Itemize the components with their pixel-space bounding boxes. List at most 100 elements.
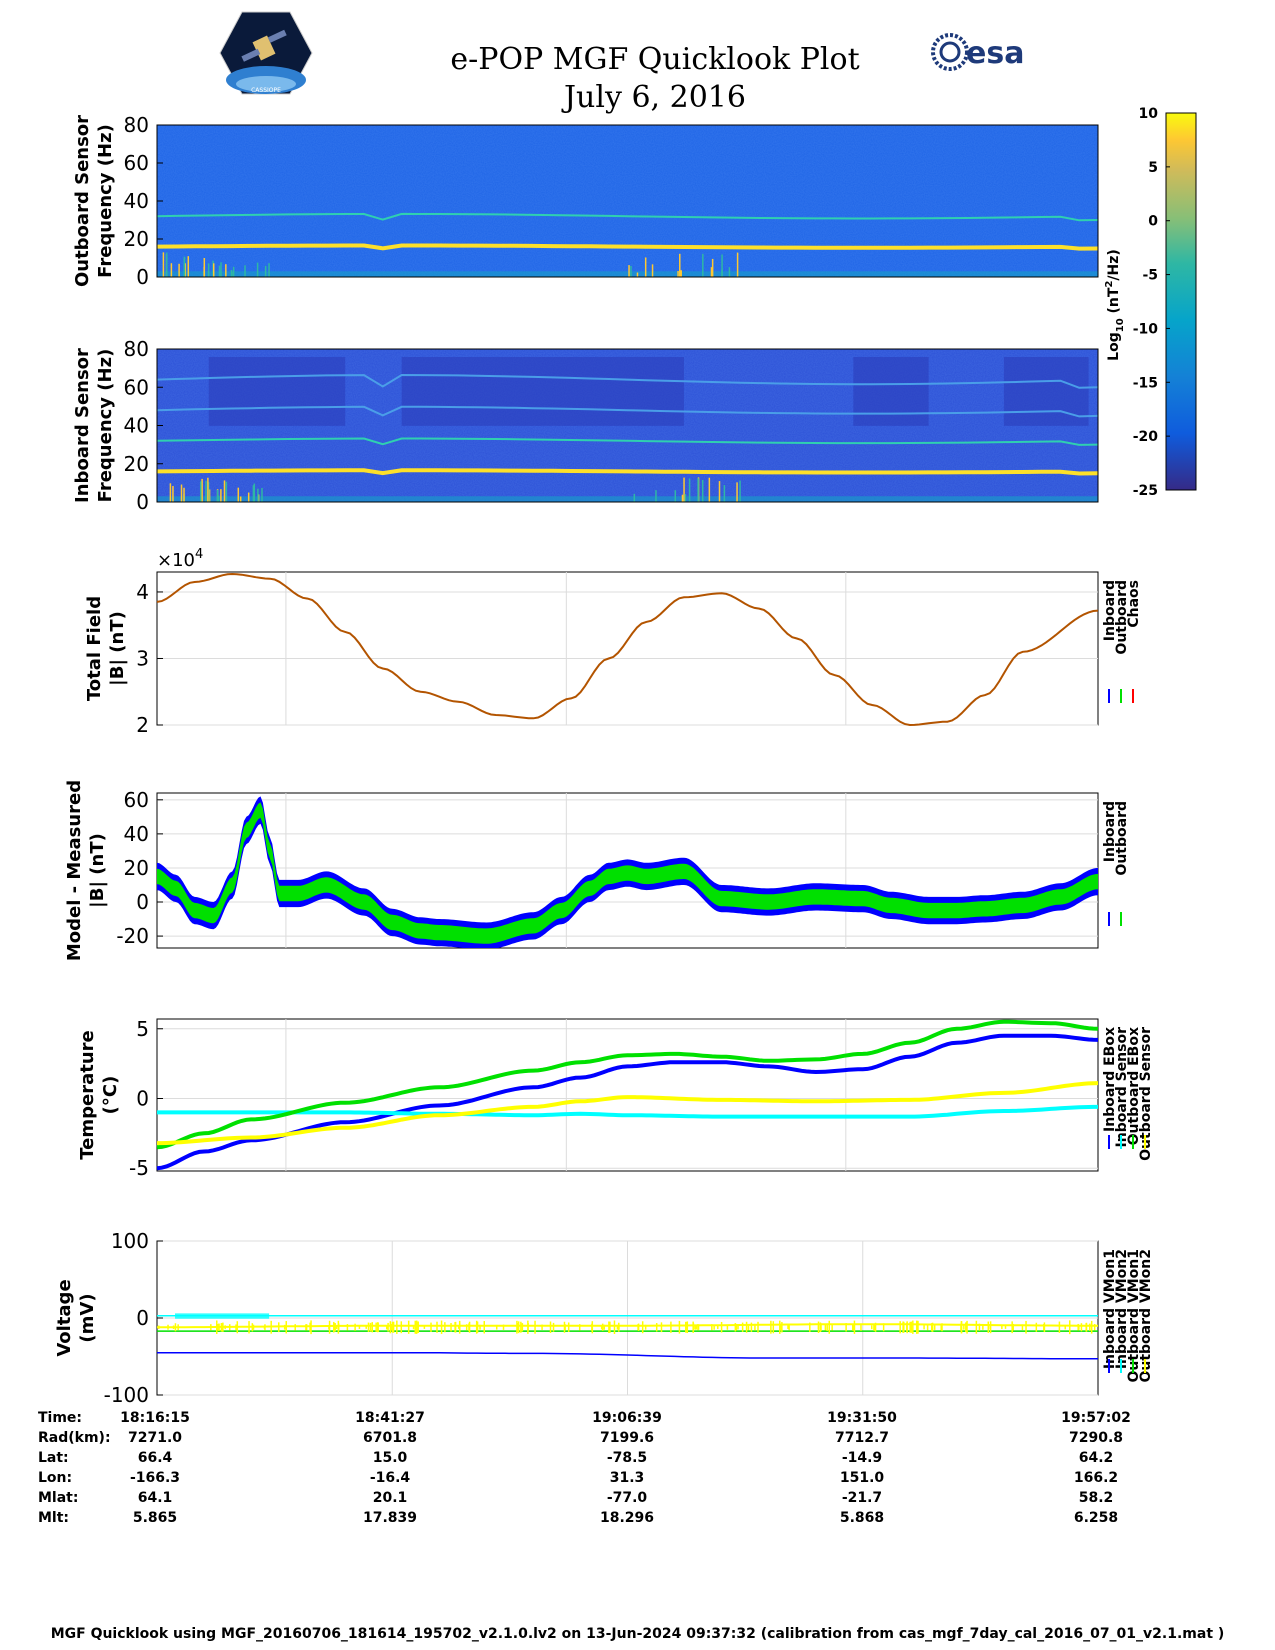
ephemeris-cell: 31.3: [609, 1470, 645, 1486]
ephemeris-cell: 19:31:50: [827, 1410, 897, 1426]
inboard-spectrogram-burst: [207, 477, 209, 502]
temperature-legend-label: Outboard Sensor: [1138, 1027, 1154, 1161]
outboard-spectrogram-burst: [230, 270, 233, 277]
temperature-series-3: [157, 1081, 1099, 1146]
temperature-series-2: [156, 1019, 1099, 1150]
model-measured-legend-label: Outboard: [1114, 801, 1130, 876]
outboard-spectrogram-burst: [162, 252, 165, 277]
inboard-spectrogram-burst: [736, 482, 738, 502]
colorbar-gradient: [1165, 112, 1197, 491]
outboard-spectrogram-burst: [207, 263, 210, 277]
ephemeris-cell: -78.5: [606, 1450, 648, 1466]
ephemeris-row-label: Lon:: [38, 1470, 73, 1486]
model-measured-legend-label: Inboard: [1102, 801, 1118, 862]
voltage-ytick-label: -100: [104, 1383, 149, 1407]
outboard-spectrogram-ytick-label: 60: [124, 151, 149, 175]
inboard-spectrogram-burst: [674, 490, 677, 502]
model-measured-outboard-band: [157, 802, 1098, 944]
total-field-ylabel-line1: Total Field: [84, 596, 105, 701]
outboard-spectrogram-burst: [183, 256, 186, 277]
temperature-legend-label: Inboard Sensor: [1114, 1027, 1130, 1148]
ephemeris-cell: 20.1: [372, 1490, 408, 1506]
inboard-spectrogram-dark-band: [853, 357, 929, 426]
model-measured-panel: 60 40 20 0 -20 Model - Measured |B| (nT) Inboar…: [64, 780, 1130, 961]
total-field-frame: [156, 571, 1099, 726]
colorbar-tick-label: -10: [1133, 321, 1159, 337]
ephemeris-cell: 5.868: [839, 1510, 885, 1526]
ephemeris-cell: 151.0: [839, 1470, 885, 1486]
inboard-spectrogram-burst: [708, 477, 711, 502]
model-measured-ytick-label: -20: [116, 924, 149, 948]
inboard-spectrogram-burst: [225, 481, 228, 502]
page-title: e-POP MGF Quicklook Plot: [450, 42, 860, 77]
outboard-spectrogram-burst: [268, 263, 270, 277]
outboard-spectrogram-burst: [677, 271, 679, 277]
outboard-spectrogram-burst: [651, 264, 654, 277]
outboard-spectrogram-ytick-label: 20: [124, 227, 149, 251]
ephemeris-cell: 6.258: [1073, 1510, 1119, 1526]
ephemeris-cell: 17.839: [362, 1510, 418, 1526]
outboard-spectrogram-burst: [225, 264, 227, 277]
inboard-spectrogram-ytick-label: 20: [124, 452, 149, 476]
outboard-spectrogram-burst: [184, 263, 187, 277]
ephemeris-row-label: Lat:: [38, 1450, 69, 1466]
colorbar-tick-label: 0: [1148, 214, 1158, 230]
cassiope-logo-text: CASSIOPE: [251, 87, 281, 94]
ephemeris-cell: 7271.0: [127, 1430, 183, 1446]
colorbar-tick-label: -20: [1133, 429, 1159, 445]
colorbar-label-mid: (nT: [1106, 287, 1122, 318]
inboard-spectrogram-burst: [723, 485, 726, 502]
outboard-spectrogram-burst: [187, 256, 190, 277]
inboard-spectrogram-ytick-label: 0: [136, 490, 149, 514]
inboard-spectrogram-ylabel-line2: Frequency (Hz): [95, 349, 116, 503]
total-field-panel: 4 3 2 Total Field |B| (nT) ×104 InboardOutboar…: [84, 547, 1142, 737]
inboard-spectrogram-burst: [201, 478, 203, 502]
inboard-spectrogram-burst: [697, 478, 699, 502]
temperature-ytick-label: 0: [136, 1086, 149, 1110]
total-field-ytick-label: 2: [136, 713, 149, 737]
model-measured-ylabel-line1: Model - Measured: [64, 780, 85, 961]
inboard-spectrogram-burst: [205, 480, 207, 502]
inboard-spectrogram-burst: [183, 487, 185, 502]
ephemeris-row-label: Mlt:: [38, 1510, 70, 1526]
outboard-spectrogram-burst: [680, 270, 682, 277]
ephemeris-cell: -21.7: [841, 1490, 883, 1506]
inboard-spectrogram-ylabel: Inboard Sensor Frequency (Hz): [72, 348, 116, 503]
temperature-legend-label: Outboard EBox: [1126, 1027, 1142, 1145]
outboard-spectrogram-burst: [218, 265, 221, 277]
voltage-series-0: [157, 1351, 1098, 1360]
ephemeris-cell: -14.9: [841, 1450, 883, 1466]
voltage-legend-label: Outboard VMon2: [1138, 1249, 1154, 1383]
outboard-spectrogram-burst: [170, 263, 173, 277]
outboard-spectrogram-panel: 80 60 40 20 0 Outboard Sensor Frequency (Hz): [72, 113, 1099, 289]
inboard-spectrogram-burst: [253, 483, 256, 502]
inboard-spectrogram-burst: [252, 485, 255, 502]
inboard-spectrogram-burst: [216, 490, 219, 502]
colorbar-tick-label: 10: [1139, 106, 1159, 122]
model-measured-ytick-label: 40: [124, 822, 149, 846]
inboard-spectrogram-burst: [169, 483, 172, 502]
colorbar-label-post: /Hz): [1106, 249, 1122, 280]
temperature-ytick-label: -5: [129, 1156, 149, 1180]
footer-caption: MGF Quicklook using MGF_20160706_181614_…: [50, 1626, 1225, 1642]
outboard-spectrogram-burst: [736, 252, 739, 277]
inboard-spectrogram-burst: [217, 495, 220, 502]
temperature-ylabel-line2: (°C): [100, 1076, 121, 1115]
outboard-spectrogram-burst: [702, 253, 704, 277]
outboard-spectrogram-burst: [679, 253, 681, 277]
ephemeris-cell: -77.0: [606, 1490, 648, 1506]
outboard-spectrogram-ytick-label: 80: [124, 113, 149, 137]
inboard-spectrogram-panel: 80 60 40 20 0 Inboard Sensor Frequency (Hz): [72, 337, 1099, 514]
temperature-series-1: [157, 1104, 1098, 1119]
voltage-legend-label: Outboard VMon1: [1126, 1249, 1142, 1383]
outboard-spectrogram-noise: [157, 125, 1098, 277]
inboard-spectrogram-burst: [239, 496, 242, 502]
outboard-spectrogram-burst: [710, 267, 713, 277]
outboard-spectrogram-ylabel: Outboard Sensor Frequency (Hz): [72, 115, 116, 287]
outboard-spectrogram-ytick-label: 0: [136, 265, 149, 289]
model-measured-ylabel: Model - Measured |B| (nT): [64, 780, 108, 961]
colorbar-label-log: Log: [1106, 332, 1122, 361]
ephemeris-cell: 6701.8: [362, 1430, 418, 1446]
outboard-spectrogram-burst: [232, 266, 235, 277]
ephemeris-cell: 19:57:02: [1061, 1410, 1131, 1426]
